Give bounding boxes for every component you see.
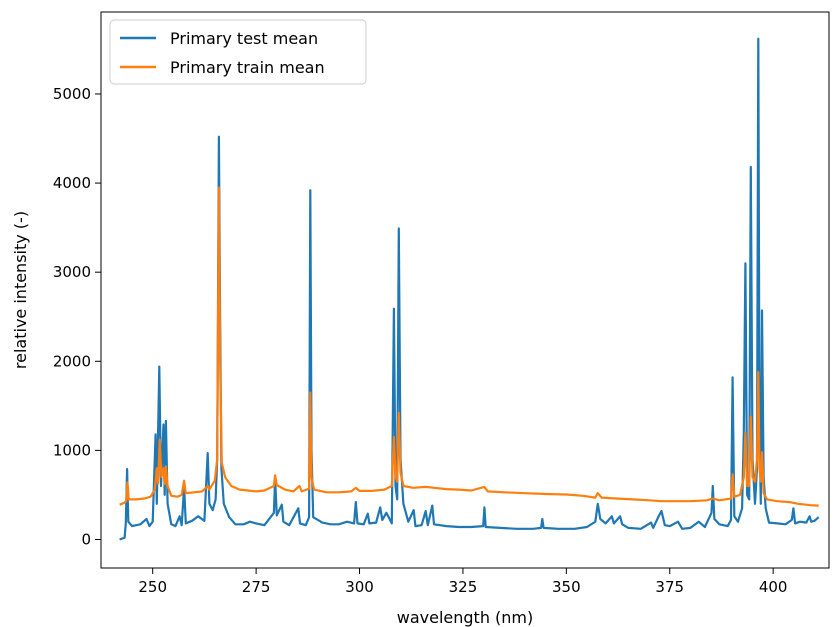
y-tick-label: 0 (81, 530, 91, 548)
x-tick-label: 325 (449, 578, 478, 596)
legend-box (109, 19, 367, 85)
x-tick-label: 375 (655, 578, 684, 596)
y-tick-label: 1000 (53, 441, 91, 459)
y-axis-label: relative intensity (-) (11, 211, 30, 369)
y-axis: 0 1000 2000 3000 4000 5000 (53, 85, 101, 548)
series-line-primary-train-mean (119, 186, 819, 507)
y-tick-label: 4000 (53, 174, 91, 192)
legend: Primary test mean Primary train mean (109, 19, 367, 85)
x-axis: 250 275 300 325 350 375 400 (138, 568, 787, 596)
y-tick-label: 2000 (53, 352, 91, 370)
plot-frame (100, 11, 830, 569)
plot-area (100, 11, 830, 569)
y-tick-label: 3000 (53, 263, 91, 281)
x-tick-label: 275 (242, 578, 271, 596)
x-tick-label: 350 (552, 578, 581, 596)
legend-label-primary-test-mean: Primary test mean (170, 29, 318, 48)
legend-label-primary-train-mean: Primary train mean (170, 58, 325, 77)
y-tick-label: 5000 (53, 85, 91, 103)
x-axis-label: wavelength (nm) (397, 608, 534, 627)
series-layer (119, 37, 820, 541)
x-tick-label: 300 (345, 578, 374, 596)
series-line-primary-test-mean (119, 37, 820, 541)
x-tick-label: 250 (138, 578, 167, 596)
x-tick-label: 400 (759, 578, 788, 596)
